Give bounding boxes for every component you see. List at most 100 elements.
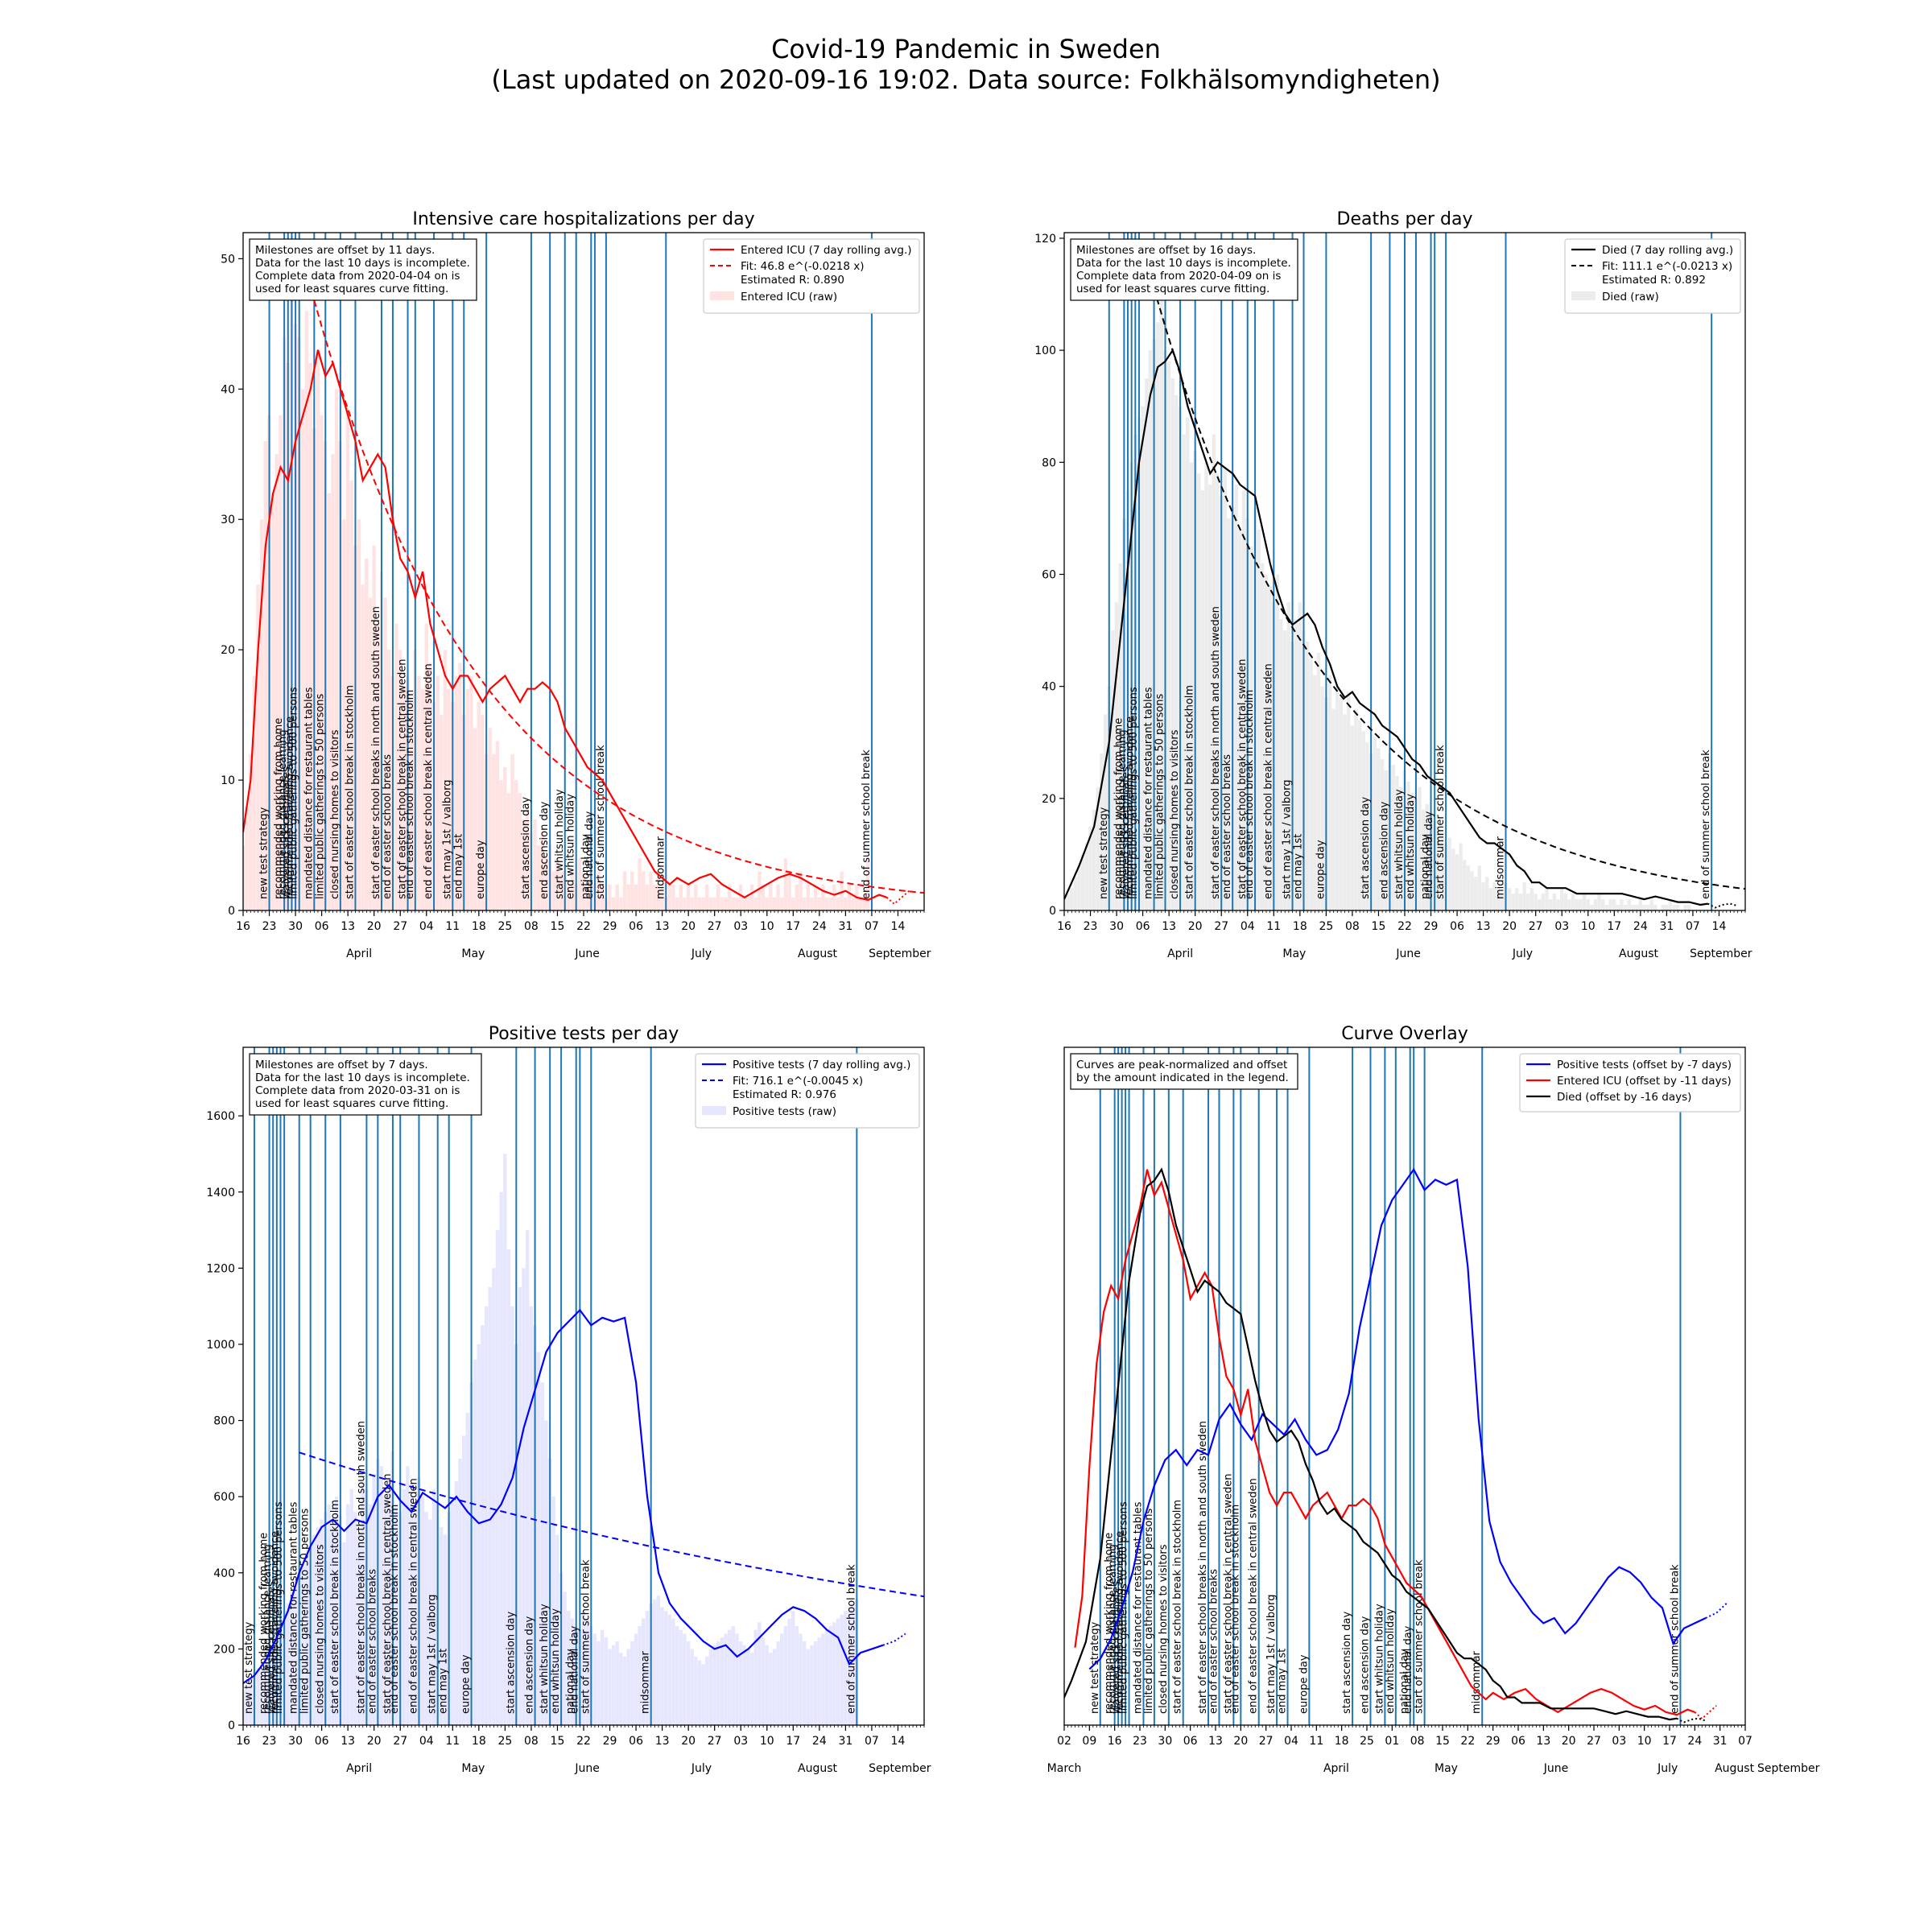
fit-curve [1153,287,1745,890]
raw-bar [1234,485,1238,910]
x-tick-label: 04 [419,1735,434,1748]
x-month-label: September [869,1762,931,1775]
x-tick-label: 13 [341,1735,355,1748]
raw-bar [1189,462,1194,910]
x-tick-label: 08 [1410,1735,1425,1748]
x-tick-label: 22 [1460,1735,1475,1748]
milestone-label: end national day [584,811,596,899]
note-line: used for least squares curve fitting. [1076,283,1269,295]
rolling-average-line [1064,348,1708,906]
raw-bar [701,1664,705,1725]
raw-bar [844,1611,848,1725]
x-tick-label: 16 [236,1735,250,1748]
x-tick-label: 02 [1057,1735,1071,1748]
x-tick-label: 24 [1687,1735,1702,1748]
raw-bar [735,1633,739,1725]
note-line: used for least squares curve fitting. [255,1097,448,1110]
raw-bar [263,1660,267,1725]
raw-bar [1331,708,1335,910]
raw-bar [320,1519,324,1725]
raw-bar [716,884,720,910]
x-tick-label: 20 [1188,920,1203,933]
raw-bar [865,858,870,910]
raw-bar [649,871,653,910]
milestone-label: closed nursing homes to visitors [329,729,341,899]
raw-bar [270,493,275,910]
raw-bar [642,1618,646,1725]
raw-bar [1511,894,1515,910]
milestone-label: end of summer school break [861,749,873,899]
raw-bar [832,884,836,910]
raw-bar [1354,708,1358,910]
raw-bar [1612,899,1616,910]
raw-bar [667,884,672,910]
x-tick-label: 04 [419,920,434,933]
overlay-entered-icu-incomplete [1694,1705,1717,1720]
raw-bar [372,1473,376,1725]
raw-bar [245,1686,249,1725]
raw-bar [858,897,863,910]
raw-bar [1200,490,1205,910]
milestone-label: end whitsun holiday [565,794,577,899]
milestone-label: limited public gatherings to 500 persons [1128,687,1140,899]
raw-bar [810,897,814,910]
x-tick-label: 29 [603,1735,617,1748]
raw-bar [705,1656,709,1725]
raw-bar [259,1664,264,1725]
x-tick-label: 03 [1554,920,1569,933]
raw-bar [1418,786,1422,910]
x-tick-label: 08 [524,920,539,933]
x-tick-label: 06 [1450,920,1464,933]
raw-bar [683,897,687,910]
note-frame [1070,1053,1298,1090]
milestone-label: end ascension day [1359,1616,1371,1714]
milestone-label: end of easter school breaks [382,754,394,899]
x-tick-label: 20 [1502,920,1517,933]
raw-bar [522,819,526,910]
raw-bar [1538,899,1542,910]
raw-bar [368,1504,373,1725]
raw-bar [791,1611,795,1725]
raw-bar [1208,485,1212,910]
raw-bar [304,311,309,910]
raw-bar [1425,803,1429,910]
overlay-died-line [1064,1167,1678,1721]
milestone-label: europe day [1315,840,1327,899]
milestone-label: mandated distance for restaurant tables [303,687,315,899]
x-tick-label: 16 [1057,920,1071,933]
legend-label: Fit: 46.8 e^(-0.0218 x) [741,260,865,273]
raw-bar [1084,843,1088,910]
raw-bar [634,1633,638,1725]
raw-bar [1563,894,1567,910]
raw-bar [690,1649,694,1725]
legend: Died (7 day rolling avg.) Fit: 111.1 e^(-… [1564,238,1741,314]
x-tick-label: 10 [1637,1735,1652,1748]
raw-bar [424,1512,428,1725]
x-tick-label: 25 [1360,1735,1374,1748]
raw-bar [424,623,428,910]
raw-bar [536,1352,541,1725]
x-tick-label: 24 [812,920,827,933]
raw-bar [851,1603,855,1725]
milestone-label: recommended distance learning [262,1544,274,1714]
x-tick-label: 06 [629,1735,643,1748]
raw-bar [293,1580,298,1725]
x-month-label: May [1282,947,1306,960]
milestone-label: start of summer school break [1414,1559,1426,1714]
x-tick-label: 22 [576,1735,591,1748]
raw-bar [742,897,746,910]
raw-bar [1556,899,1560,910]
raw-bar [499,1191,503,1725]
y-tick-label: 200 [213,1643,235,1656]
raw-bar [327,493,332,910]
raw-bar [802,1641,807,1725]
raw-bar [402,1488,406,1725]
raw-bar [461,1435,466,1725]
x-tick-label: 14 [891,1735,906,1748]
x-tick-label: 18 [472,1735,486,1748]
milestone-label: start ascension day [520,797,532,899]
y-tick-label: 0 [1049,905,1056,918]
note-box: Milestones are offset by 7 days.Data for… [249,1053,482,1116]
x-tick-label: 06 [629,920,643,933]
